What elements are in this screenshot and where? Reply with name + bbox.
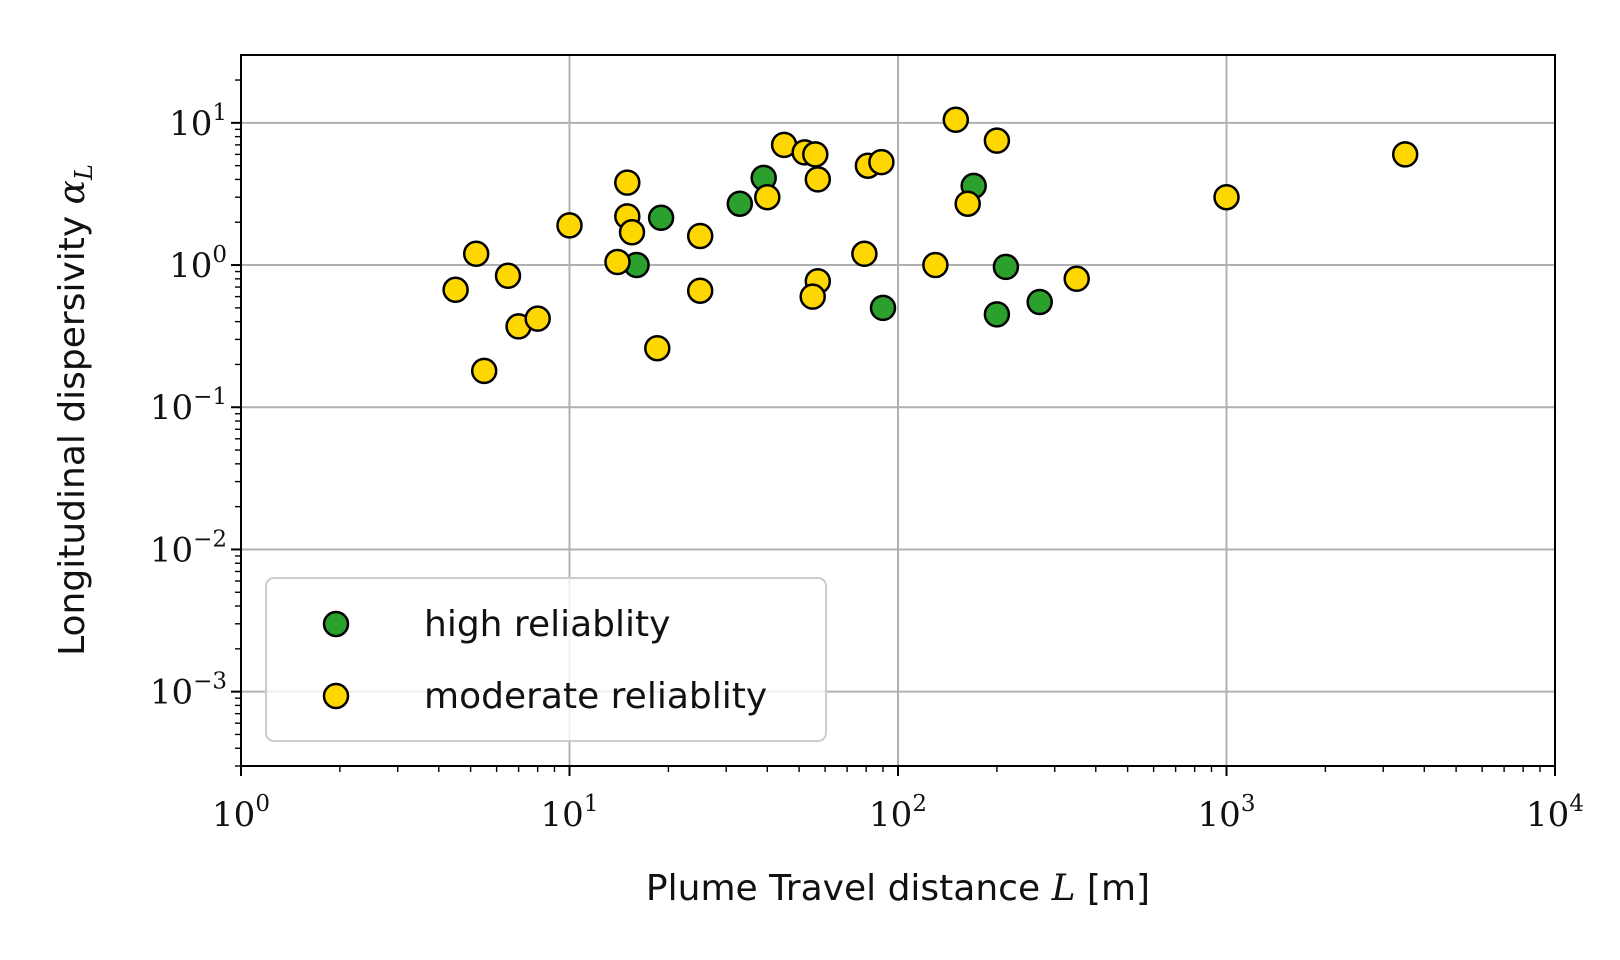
high-reliability-point [983,301,1011,328]
x-tick-label: 104 [1526,791,1584,835]
data-points [442,106,1419,385]
moderate-reliability-point [462,240,490,268]
moderate-reliability-point [954,190,981,217]
moderate-reliability-point [618,219,646,246]
moderate-reliability-point [868,148,895,176]
x-tick-label: 101 [541,791,599,835]
moderate-reliability-point [922,251,949,279]
y-tick-labels: 10−3 10−2 10−1 100 101 [150,100,227,713]
moderate-reliability-point [470,357,498,385]
moderate-reliability-point [804,166,832,193]
y-tick-label: 10−2 [150,526,227,570]
x-tick-labels: 100 101 102 103 104 [212,791,1584,835]
y-axis-label: Longitudinal dispersivity αL [52,164,98,656]
legend-label-high: high reliablity [424,604,670,645]
plot-frame [240,54,1556,767]
high-reliability-point [647,204,675,232]
moderate-reliability-point [983,127,1011,154]
moderate-reliability-point [942,106,970,134]
moderate-reliability-point [686,222,714,250]
legend-marker-moderate [322,682,350,710]
x-axis-label: Plume Travel distance L [m] [646,868,1150,909]
legend-marker-high [322,610,350,638]
high-reliability-point [726,190,754,217]
x-tick-label: 100 [212,791,270,835]
moderate-reliability-point [851,240,878,268]
moderate-reliability-point [604,248,631,276]
moderate-reliability-point [524,305,551,332]
y-tick-label: 10−3 [150,669,227,713]
moderate-reliability-point [686,277,714,304]
moderate-reliability-point [494,262,522,290]
moderate-reliability-point [442,276,469,304]
x-tick-label: 103 [1198,791,1256,835]
moderate-reliability-point [1391,141,1419,168]
major-ticks [231,121,1556,776]
moderate-reliability-point [802,141,829,168]
x-tick-label: 102 [869,791,927,835]
moderate-reliability-point [556,212,583,239]
moderate-reliability-point [614,169,641,196]
y-tick-label: 100 [169,242,227,286]
legend-label-moderate: moderate reliablity [424,676,767,717]
y-tick-label: 101 [169,100,227,144]
legend: high reliablity moderate reliablity [265,577,827,742]
moderate-reliability-point [1213,183,1240,211]
high-reliability-point [869,294,897,322]
moderate-reliability-point [799,283,826,310]
moderate-reliability-point [1063,265,1090,293]
high-reliability-point [992,253,1020,281]
moderate-reliability-point [644,334,671,362]
legend-box [265,577,827,742]
high-reliability-point [1026,288,1053,316]
y-tick-label: 10−1 [150,384,227,428]
moderate-reliability-point [754,183,781,211]
